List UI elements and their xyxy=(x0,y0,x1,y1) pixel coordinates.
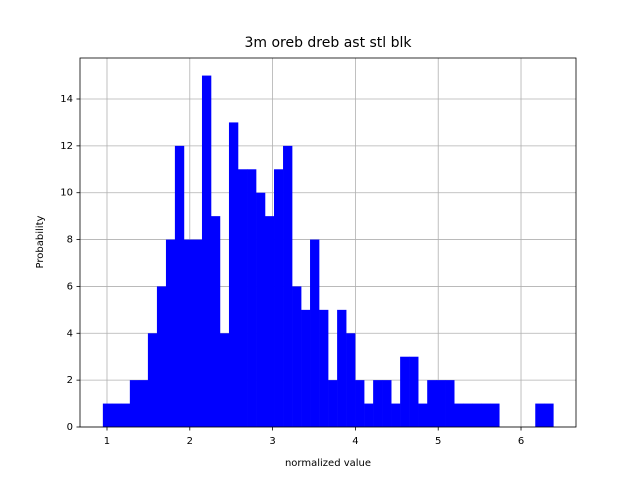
y-tick-label: 14 xyxy=(60,94,73,105)
bar xyxy=(247,169,257,428)
bar xyxy=(373,380,383,427)
bar xyxy=(454,403,464,427)
bar xyxy=(535,403,545,427)
x-tick-label: 1 xyxy=(104,436,110,447)
bar xyxy=(490,403,500,427)
plot-frame xyxy=(79,57,577,428)
bar xyxy=(355,380,365,427)
bar xyxy=(165,239,176,427)
bar xyxy=(400,356,410,427)
bar xyxy=(463,403,473,427)
bar xyxy=(328,380,338,427)
bar xyxy=(301,309,311,427)
bar xyxy=(337,309,347,427)
bar xyxy=(111,403,122,427)
bar xyxy=(436,380,446,427)
y-tick-label: 4 xyxy=(67,328,73,339)
y-tick-label: 12 xyxy=(60,141,73,152)
y-tick-label: 6 xyxy=(67,281,73,292)
x-tick-label: 3 xyxy=(269,436,275,447)
bar xyxy=(310,239,320,427)
bar xyxy=(283,145,293,427)
bar xyxy=(364,403,374,427)
bar xyxy=(156,286,167,427)
bar xyxy=(346,333,356,427)
bar xyxy=(147,333,158,427)
bar xyxy=(192,239,203,427)
bar xyxy=(138,380,149,427)
bar xyxy=(382,380,392,427)
bar xyxy=(174,145,185,427)
bar xyxy=(427,380,437,427)
bar xyxy=(274,169,284,428)
x-tick-label: 6 xyxy=(518,436,524,447)
x-axis-label: normalized value xyxy=(285,458,371,469)
bar xyxy=(201,75,212,428)
y-axis-label: Probability xyxy=(35,215,46,268)
y-tick-label: 2 xyxy=(67,375,73,386)
bar xyxy=(256,192,266,427)
y-tick-label: 10 xyxy=(60,188,73,199)
bar xyxy=(472,403,482,427)
bar xyxy=(319,309,329,427)
bar xyxy=(481,403,491,427)
bar xyxy=(210,216,221,427)
bar xyxy=(120,403,131,427)
bar xyxy=(544,403,554,427)
bar xyxy=(445,380,455,427)
bar xyxy=(292,286,302,427)
bar xyxy=(391,403,401,427)
bar xyxy=(219,333,230,427)
bar xyxy=(129,380,140,427)
x-tick-label: 2 xyxy=(187,436,193,447)
bar xyxy=(409,356,419,427)
bar xyxy=(237,169,248,428)
y-tick-label: 0 xyxy=(67,422,73,433)
x-tick-label: 5 xyxy=(435,436,441,447)
y-tick-label: 8 xyxy=(67,235,73,246)
bar xyxy=(264,216,275,427)
bar xyxy=(228,122,239,427)
bar xyxy=(102,403,113,427)
bar-layer xyxy=(102,75,554,428)
bar xyxy=(418,403,428,427)
chart-title: 3m oreb dreb ast stl blk xyxy=(244,35,412,51)
bar xyxy=(183,239,194,427)
x-tick-label: 4 xyxy=(352,436,358,447)
